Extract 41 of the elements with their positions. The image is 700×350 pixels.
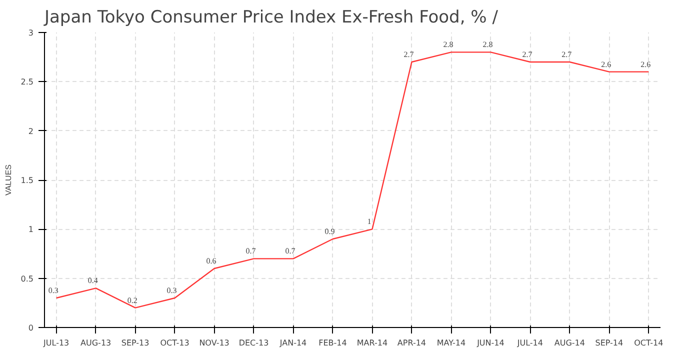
x-tick-label: OCT-14 (634, 338, 664, 348)
y-tick-label: 0.5 (20, 274, 34, 284)
data-label: 0.4 (88, 276, 98, 286)
data-label: 0.3 (48, 286, 58, 295)
x-tick-label: JUL-13 (42, 338, 70, 348)
data-label: 1 (367, 217, 372, 226)
data-label: 2.7 (562, 50, 572, 59)
x-tick-label: OCT-13 (160, 338, 190, 348)
x-tick-label: MAR-14 (356, 338, 388, 348)
data-label: 0.7 (285, 246, 296, 256)
data-label: 2.8 (443, 40, 454, 50)
y-tick-label: 3 (28, 28, 34, 38)
data-label: 2.7 (404, 50, 414, 59)
x-tick-label: NOV-13 (199, 338, 230, 348)
x-tick-label: SEP-14 (595, 338, 624, 348)
x-tick-label: MAY-14 (436, 338, 466, 348)
data-label: 2.8 (482, 40, 493, 50)
data-label: 2.6 (601, 60, 612, 69)
x-tick-label: AUG-14 (554, 338, 585, 348)
x-tick-label: JUN-14 (476, 338, 504, 348)
data-label: 0.9 (324, 227, 335, 236)
x-tick-label: DEC-13 (238, 338, 269, 348)
y-tick-label: 1.5 (20, 176, 34, 185)
y-tick-label: 2.5 (20, 78, 34, 87)
data-label: 2.6 (640, 60, 651, 69)
y-tick-label: 0 (28, 324, 34, 332)
x-tick-label: APR-14 (397, 338, 426, 348)
x-tick-label: FEB-14 (318, 338, 347, 348)
data-label: 0.2 (127, 296, 138, 305)
y-tick-label: 2 (28, 126, 34, 136)
x-tick-label: JUL-14 (516, 338, 544, 348)
data-label: 0.6 (206, 256, 216, 266)
y-tick-label: 1 (28, 225, 34, 234)
data-label: 0.3 (166, 286, 177, 295)
x-tick-label: AUG-13 (80, 338, 112, 348)
x-tick-label: SEP-13 (121, 338, 150, 348)
data-label: 2.7 (522, 50, 532, 59)
x-tick-label: JAN-14 (278, 338, 307, 348)
data-label: 0.7 (246, 246, 256, 256)
y-axis-title: VALUES (4, 164, 13, 196)
chart-title: Japan Tokyo Consumer Price Index Ex-Fresh Food, % / (44, 8, 498, 28)
